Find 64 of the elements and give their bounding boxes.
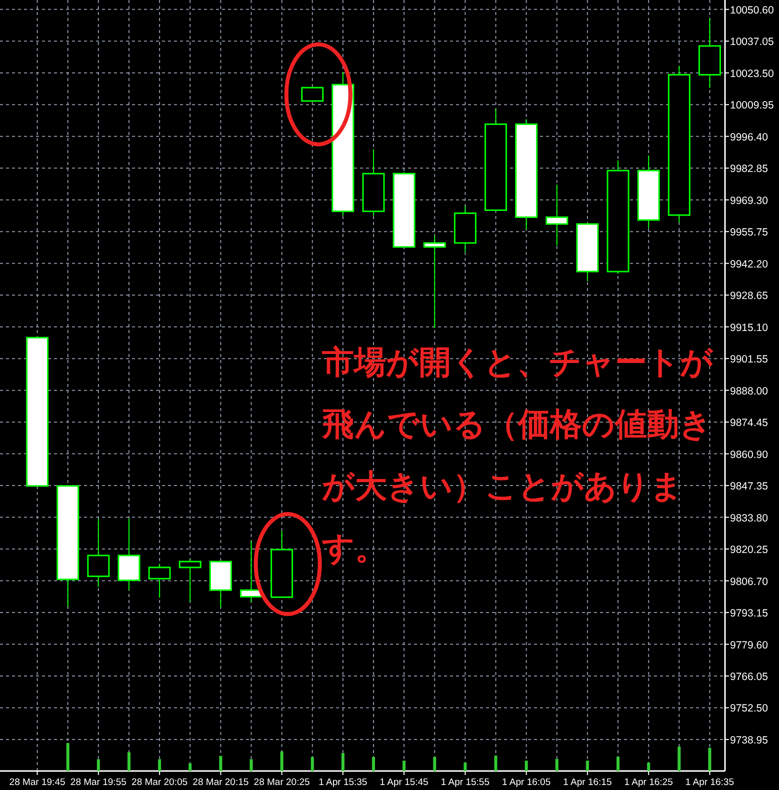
bar bbox=[524, 760, 528, 771]
x-tick-label: 1 Apr 16:25 bbox=[624, 777, 673, 788]
y-tick-label: 9793.15 bbox=[730, 608, 768, 620]
x-tick-label: 28 Mar 20:15 bbox=[192, 777, 249, 788]
bar bbox=[616, 756, 620, 771]
x-tick-label: 28 Mar 20:25 bbox=[254, 777, 310, 788]
y-tick-label: 9738.95 bbox=[730, 734, 768, 746]
bar bbox=[464, 762, 467, 771]
bar bbox=[494, 756, 498, 771]
bar bbox=[310, 757, 314, 771]
bar bbox=[678, 746, 681, 771]
y-tick-label: 9833.80 bbox=[730, 512, 768, 524]
y-tick-label: 9928.65 bbox=[730, 290, 768, 302]
x-tick-label: 1 Apr 16:05 bbox=[502, 777, 551, 788]
y-tick-label: 9969.30 bbox=[730, 194, 768, 207]
bar bbox=[127, 752, 130, 771]
y-tick-label: 9820.25 bbox=[730, 544, 768, 556]
y-tick-label: 9752.50 bbox=[730, 702, 768, 715]
bar bbox=[433, 757, 436, 771]
x-tick-label: 28 Mar 19:45 bbox=[9, 777, 66, 788]
bar bbox=[219, 756, 222, 771]
bar bbox=[66, 743, 70, 771]
y-tick-label: 10050.60 bbox=[730, 4, 774, 16]
x-tick-label: 1 Apr 15:45 bbox=[380, 777, 428, 788]
x-tick-label: 1 Apr 15:55 bbox=[440, 777, 490, 788]
y-tick-label: 10023.50 bbox=[730, 68, 774, 80]
bar bbox=[280, 751, 284, 771]
y-tick-label: 9847.35 bbox=[730, 480, 768, 493]
y-tick-label: 9915.10 bbox=[730, 322, 768, 334]
bar bbox=[158, 759, 162, 771]
bar bbox=[188, 763, 192, 771]
bar bbox=[402, 760, 406, 771]
bar bbox=[341, 753, 344, 771]
y-tick-label: 9996.40 bbox=[730, 131, 768, 144]
y-tick-label: 9874.45 bbox=[730, 417, 768, 430]
candlestick bbox=[546, 184, 568, 246]
y-tick-label: 9982.85 bbox=[730, 163, 768, 176]
y-tick-label: 10037.05 bbox=[730, 36, 774, 48]
x-tick-label: 28 Mar 20:05 bbox=[132, 777, 188, 788]
y-tick-label: 9860.90 bbox=[730, 448, 768, 461]
x-tick-label: 28 Mar 19:55 bbox=[70, 777, 126, 788]
bar bbox=[250, 759, 253, 771]
y-tick-label: 9779.60 bbox=[730, 639, 768, 652]
x-tick-label: 1 Apr 16:35 bbox=[685, 777, 734, 788]
y-tick-label: 9888.00 bbox=[730, 385, 768, 398]
x-tick-label: 1 Apr 16:15 bbox=[563, 777, 612, 788]
bar bbox=[96, 759, 100, 771]
candlestick bbox=[178, 558, 202, 602]
y-tick-label: 9806.70 bbox=[730, 576, 768, 588]
candlestick bbox=[148, 563, 171, 598]
y-tick-label: 9766.05 bbox=[730, 671, 768, 684]
bar bbox=[372, 757, 375, 771]
candlestick bbox=[423, 235, 446, 329]
candlestick bbox=[301, 86, 324, 102]
y-tick-label: 9955.75 bbox=[730, 226, 768, 239]
bar bbox=[555, 758, 558, 771]
bar bbox=[647, 762, 650, 771]
bar bbox=[708, 748, 712, 771]
y-tick-label: 9901.55 bbox=[730, 354, 768, 366]
y-tick-label: 9942.20 bbox=[730, 258, 768, 270]
bar bbox=[586, 760, 589, 771]
y-tick-label: 10009.95 bbox=[730, 100, 774, 112]
x-tick-label: 1 Apr 15:35 bbox=[318, 777, 368, 788]
candlestick bbox=[87, 518, 110, 588]
